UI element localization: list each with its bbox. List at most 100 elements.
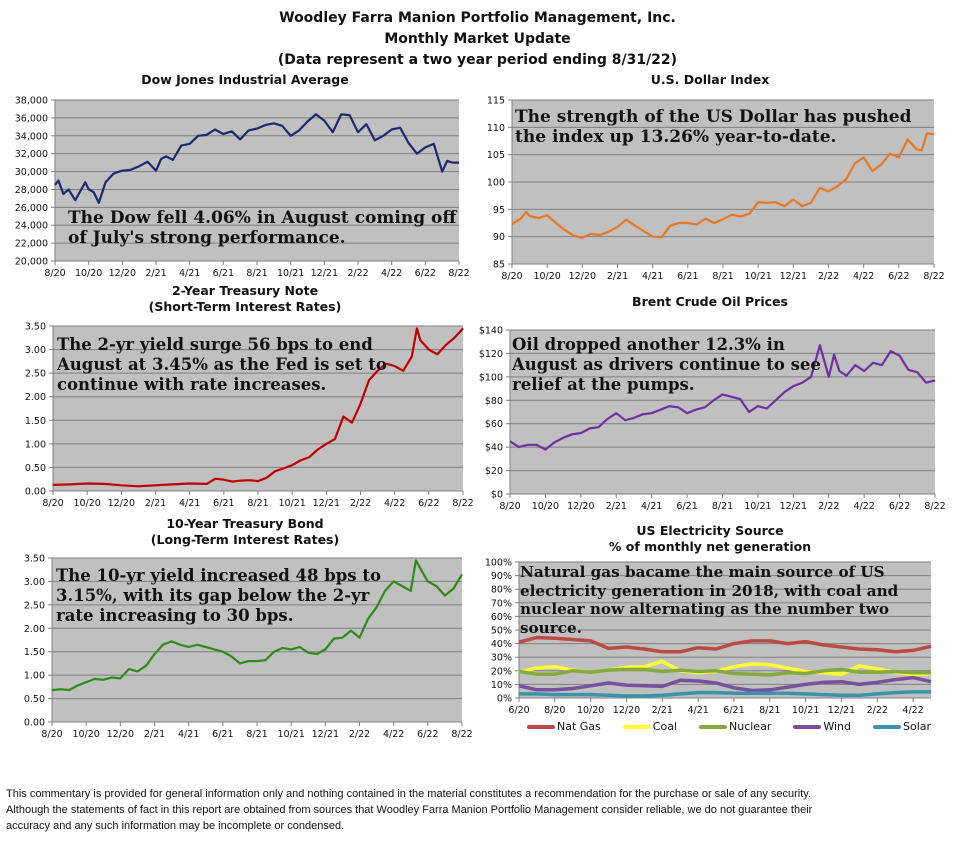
x-tick-label: 8/20 — [42, 498, 63, 509]
x-tick-label: 8/20 — [544, 705, 565, 716]
x-tick-label: 2/22 — [350, 498, 371, 509]
y-tick-label: 20% — [491, 666, 512, 677]
x-tick-label: 4/22 — [853, 271, 874, 282]
annotation-line: The strength of the US Dollar has pushed — [515, 107, 912, 127]
annotation-line: of July's strong performance. — [68, 228, 346, 248]
y-tick-label: 24,000 — [15, 221, 48, 232]
chart-title: 10-Year Treasury Bond — [166, 516, 324, 531]
annotation-line: The 2-yr yield surge 56 bps to end — [57, 335, 373, 354]
chart-annotation: The strength of the US Dollar has pushed… — [515, 107, 912, 147]
x-tick-label: 2/21 — [145, 268, 166, 279]
x-tick-label: 6/21 — [677, 271, 698, 282]
x-tick-label: 6/21 — [723, 705, 744, 716]
x-tick-label: 10/20 — [532, 501, 559, 512]
y-tick-label: $20 — [485, 466, 503, 477]
annotation-line: The Dow fell 4.06% in August coming off — [68, 208, 457, 228]
chart-annotation: Oil dropped another 12.3% in August as dr… — [512, 335, 821, 395]
legend-label: Nuclear — [729, 720, 772, 733]
x-tick-label: 10/20 — [73, 498, 100, 509]
chart-annotation: The 2-yr yield surge 56 bps to end August… — [57, 335, 387, 395]
report-title: Woodley Farra Manion Portfolio Managemen… — [279, 10, 676, 26]
y-tick-label: 40% — [491, 639, 512, 650]
series-line-solar — [519, 690, 931, 698]
y-tick-label: 2.50 — [24, 600, 45, 611]
x-tick-label: 10/21 — [277, 729, 304, 740]
x-tick-label: 8/22 — [924, 501, 945, 512]
x-tick-label: 2/21 — [606, 501, 627, 512]
x-tick-label: 12/20 — [107, 729, 134, 740]
y-tick-label: 100% — [485, 558, 512, 569]
x-tick-label: 2/22 — [818, 501, 839, 512]
legend-item: Solar — [873, 720, 931, 733]
annotation-line: relief at the pumps. — [512, 375, 695, 394]
y-tick-label: 0.00 — [24, 718, 45, 729]
y-tick-label: 90% — [491, 571, 512, 582]
annotation-line: Oil dropped another 12.3% in — [512, 335, 785, 354]
series-line — [54, 113, 459, 204]
x-tick-label: 4/21 — [641, 501, 662, 512]
legend-label: Wind — [823, 720, 851, 733]
x-tick-label: 6/21 — [213, 268, 234, 279]
chart-annotation: Natural gas bacame the main source of US… — [520, 563, 898, 637]
report-subtitle: Monthly Market Update — [384, 31, 571, 47]
y-tick-label: 0.50 — [25, 463, 46, 474]
y-tick-label: 38,000 — [15, 96, 48, 107]
series-line-nat-gas — [518, 635, 932, 654]
legend-item: Nuclear — [699, 720, 771, 733]
chart-title: U.S. Dollar Index — [650, 72, 770, 87]
x-tick-label: 6/22 — [415, 268, 436, 279]
y-tick-label: 36,000 — [15, 113, 48, 124]
y-tick-label: 30,000 — [15, 167, 48, 178]
y-tick-label: 1.50 — [25, 416, 46, 427]
x-tick-label: 8/21 — [246, 729, 267, 740]
y-tick-label: 3.50 — [24, 554, 45, 565]
x-tick-label: 8/22 — [451, 729, 472, 740]
y-tick-label: 2.50 — [25, 369, 46, 380]
x-tick-label: 8/20 — [499, 501, 520, 512]
chart-subtitle: % of monthly net generation — [608, 539, 812, 554]
annotation-line: 3.15%, with its gap below the 2-yr — [56, 586, 370, 605]
y-tick-label: 0% — [497, 694, 512, 705]
x-tick-label: 12/21 — [780, 271, 807, 282]
y-tick-label: 60% — [491, 612, 512, 623]
y-tick-label: $40 — [485, 443, 503, 454]
x-tick-label: 2/22 — [818, 271, 839, 282]
x-tick-label: 8/20 — [501, 271, 522, 282]
y-tick-label: $60 — [485, 419, 503, 430]
y-tick-label: 90 — [493, 232, 505, 243]
x-tick-label: 4/21 — [687, 705, 708, 716]
x-tick-label: 8/22 — [923, 271, 944, 282]
x-tick-label: 10/21 — [792, 705, 819, 716]
x-tick-label: 10/20 — [75, 268, 102, 279]
x-tick-label: 2/22 — [349, 729, 370, 740]
series-line-wind — [518, 675, 932, 693]
y-tick-label: 1.00 — [24, 671, 45, 682]
annotation-line: electricity generation in 2018, with coa… — [520, 581, 899, 600]
y-tick-label: 10% — [491, 680, 512, 691]
y-tick-label: 50% — [491, 626, 512, 637]
annotation-line: continue with rate increases. — [57, 375, 327, 394]
x-tick-label: 12/21 — [780, 501, 807, 512]
x-tick-label: 2/21 — [144, 729, 165, 740]
y-tick-label: 2.00 — [24, 624, 45, 635]
x-tick-label: 6/21 — [212, 729, 233, 740]
chart-annotation: The 10-yr yield increased 48 bps to 3.15%… — [56, 566, 381, 626]
y-tick-label: 95 — [493, 205, 505, 216]
disclaimer: This commentary is provided for general … — [6, 786, 951, 834]
x-tick-label: 6/22 — [889, 501, 910, 512]
legend-swatch — [527, 724, 555, 729]
x-tick-label: 2/22 — [867, 705, 888, 716]
annotation-line: Natural gas bacame the main source of US — [520, 563, 885, 581]
x-tick-label: 4/22 — [384, 498, 405, 509]
x-tick-label: 2/21 — [652, 705, 673, 716]
y-tick-label: $0 — [491, 490, 503, 501]
x-tick-label: 12/20 — [109, 268, 136, 279]
chart-title: Brent Crude Oil Prices — [632, 294, 788, 309]
x-tick-label: 12/20 — [569, 271, 596, 282]
y-tick-label: $100 — [479, 372, 503, 383]
x-tick-label: 8/21 — [712, 271, 733, 282]
x-tick-label: 4/22 — [853, 501, 874, 512]
annotation-line: the index up 13.26% year-to-date. — [515, 127, 837, 147]
legend-swatch — [622, 724, 651, 729]
x-tick-label: 6/22 — [418, 498, 439, 509]
